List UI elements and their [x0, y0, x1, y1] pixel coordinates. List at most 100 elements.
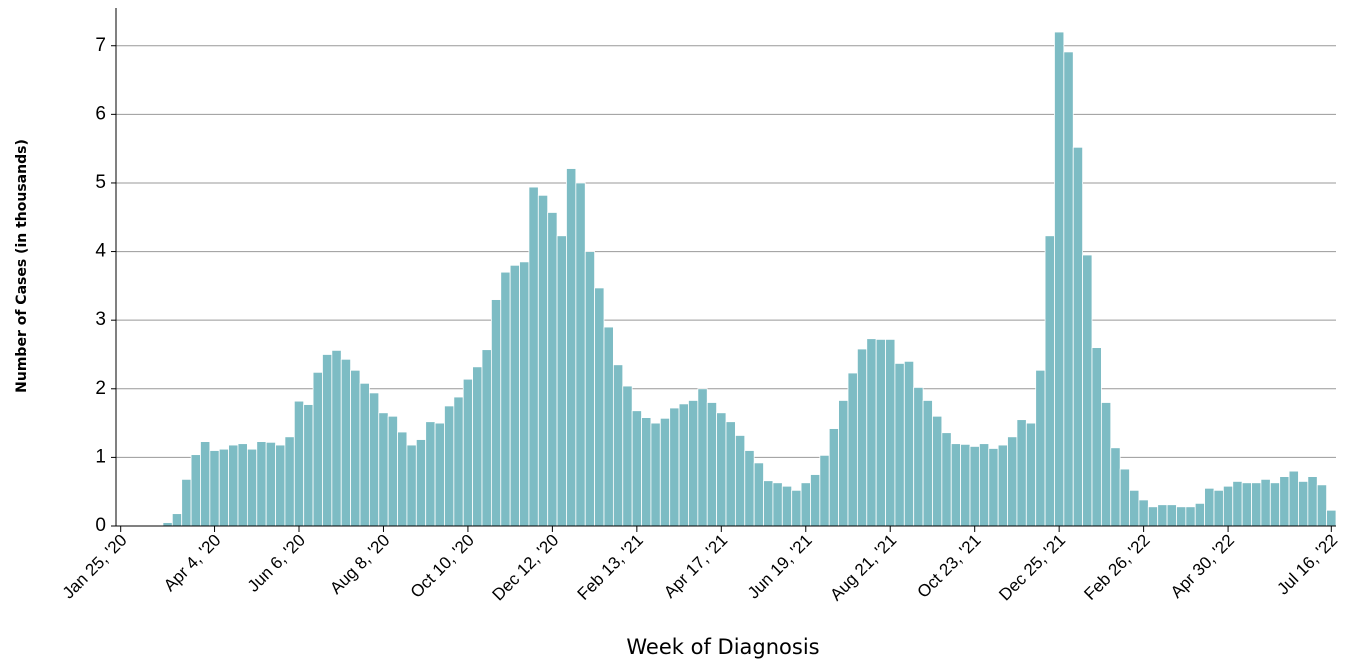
bar — [1232, 481, 1243, 527]
bar — [200, 441, 211, 527]
bar — [988, 448, 999, 527]
bar — [162, 522, 173, 527]
bar — [885, 338, 896, 527]
bar — [237, 443, 248, 527]
bar — [246, 448, 258, 527]
bar — [1204, 487, 1215, 527]
bar — [744, 450, 755, 527]
bar — [791, 489, 802, 527]
bar — [1166, 504, 1177, 527]
x-tick-label: Jul 16, '22 — [1273, 531, 1341, 599]
bar — [772, 482, 783, 527]
bar — [1072, 146, 1084, 527]
bar — [697, 388, 708, 527]
bar — [1007, 436, 1018, 527]
y-axis-title: Number of Cases (in thousands) — [14, 139, 30, 393]
y-tick-label: 1 — [95, 446, 106, 467]
bar — [725, 421, 736, 527]
bar — [1147, 506, 1159, 527]
bar — [894, 362, 905, 527]
bar — [1279, 476, 1290, 527]
bar — [275, 444, 286, 527]
bar — [734, 435, 746, 527]
bar — [594, 287, 605, 527]
bar — [969, 446, 980, 527]
bar — [1091, 347, 1102, 527]
y-tick-label: 6 — [95, 103, 106, 124]
bar — [875, 338, 886, 527]
bar — [650, 422, 661, 527]
bar — [641, 417, 652, 527]
bar — [631, 410, 642, 527]
bar — [453, 396, 464, 527]
x-tick-label: Oct 23, '21 — [913, 531, 984, 602]
bar — [716, 412, 727, 527]
bar — [1044, 235, 1055, 527]
bar — [1307, 476, 1318, 527]
bar — [284, 436, 295, 527]
bar — [293, 400, 305, 527]
bar — [941, 432, 952, 527]
bar — [1157, 504, 1168, 527]
bar — [669, 407, 680, 527]
bar — [566, 168, 577, 527]
y-tick-label: 3 — [95, 309, 106, 330]
bar — [256, 441, 267, 527]
bar — [1035, 369, 1046, 527]
y-tick-label: 0 — [95, 515, 106, 536]
y-tick-label: 4 — [95, 241, 106, 262]
bar — [678, 403, 689, 527]
bar — [856, 348, 868, 527]
bar — [1251, 482, 1262, 527]
bar — [190, 454, 201, 527]
bar — [706, 402, 718, 527]
bar — [1138, 499, 1149, 527]
bar — [763, 480, 774, 527]
bar — [1213, 489, 1224, 527]
bar — [1269, 482, 1281, 527]
x-tick-label: Feb 26, '22 — [1080, 531, 1153, 604]
y-tick-label: 5 — [95, 172, 106, 193]
bar — [922, 400, 933, 527]
bar — [547, 212, 558, 527]
bar — [322, 354, 333, 527]
bar — [378, 412, 389, 527]
bar — [866, 338, 877, 527]
bar — [359, 382, 370, 527]
x-tick-label: Jan 25, '20 — [59, 531, 131, 603]
x-tick-label: Oct 10, '20 — [407, 531, 478, 602]
bar — [1185, 506, 1196, 527]
bar — [950, 443, 962, 527]
bar — [1298, 481, 1309, 527]
bar — [1119, 468, 1130, 527]
bar — [575, 182, 586, 527]
bar — [171, 513, 183, 527]
bar — [528, 186, 539, 527]
bar — [331, 349, 342, 527]
bar — [481, 349, 492, 527]
bar — [1260, 478, 1271, 527]
bar — [537, 194, 549, 527]
x-tick-label: Jun 19, '21 — [744, 531, 816, 603]
x-tick-label: Apr 4, '20 — [160, 531, 225, 596]
x-axis-title: Week of Diagnosis — [626, 635, 819, 659]
x-tick-label: Dec 25, '21 — [995, 531, 1069, 605]
bar — [368, 392, 380, 527]
bar — [228, 444, 239, 527]
bar — [556, 235, 567, 527]
bar — [819, 454, 830, 527]
bar — [500, 271, 511, 527]
x-tick-label: Aug 8, '20 — [326, 531, 393, 598]
bar — [1110, 447, 1121, 527]
bar — [1222, 485, 1234, 527]
bar — [688, 400, 699, 527]
bar — [509, 264, 520, 527]
bar — [350, 369, 361, 527]
bar — [425, 421, 436, 527]
bar — [960, 443, 971, 527]
bar — [603, 326, 614, 527]
bar — [1016, 419, 1027, 527]
bar — [838, 400, 849, 527]
bar — [312, 371, 323, 527]
